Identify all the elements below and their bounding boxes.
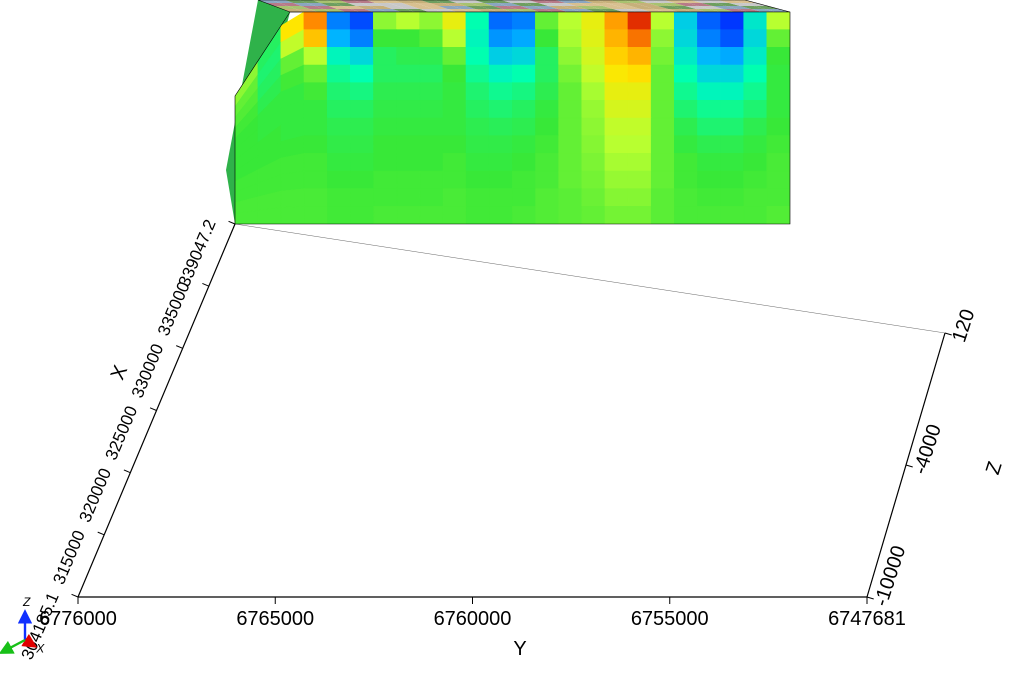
y-tick-label: 6760000 xyxy=(434,608,512,630)
z-axis-label: Z xyxy=(982,459,1007,477)
z-tick-label: -4000 xyxy=(909,422,946,477)
triad-label: X xyxy=(35,641,45,655)
x-tick-label: 330000 xyxy=(128,341,168,401)
z-tick-label: 120 xyxy=(948,307,979,346)
model-front-face xyxy=(235,12,790,224)
y-tick-label: 6755000 xyxy=(631,608,709,630)
plot-3d-scene: 67760006765000676000067550006747681Y3041… xyxy=(0,0,1024,680)
x-tick-label: 325000 xyxy=(102,403,142,463)
axes: 67760006765000676000067550006747681Y3041… xyxy=(18,217,1007,663)
x-tick-label: 339047.2 xyxy=(175,217,220,290)
z-tick-label: -10000 xyxy=(870,543,910,609)
y-axis-label: Y xyxy=(513,638,526,660)
model-block xyxy=(226,0,790,224)
y-tick-label: 6747681 xyxy=(828,608,906,630)
x-tick-label: 315000 xyxy=(49,528,89,588)
x-axis-label: X xyxy=(107,362,132,383)
y-tick-label: 6765000 xyxy=(236,608,314,630)
model-top-face xyxy=(258,0,790,12)
triad-label: Z xyxy=(22,595,31,609)
x-tick-label: 320000 xyxy=(75,465,115,525)
floor-back-edge xyxy=(235,224,945,333)
